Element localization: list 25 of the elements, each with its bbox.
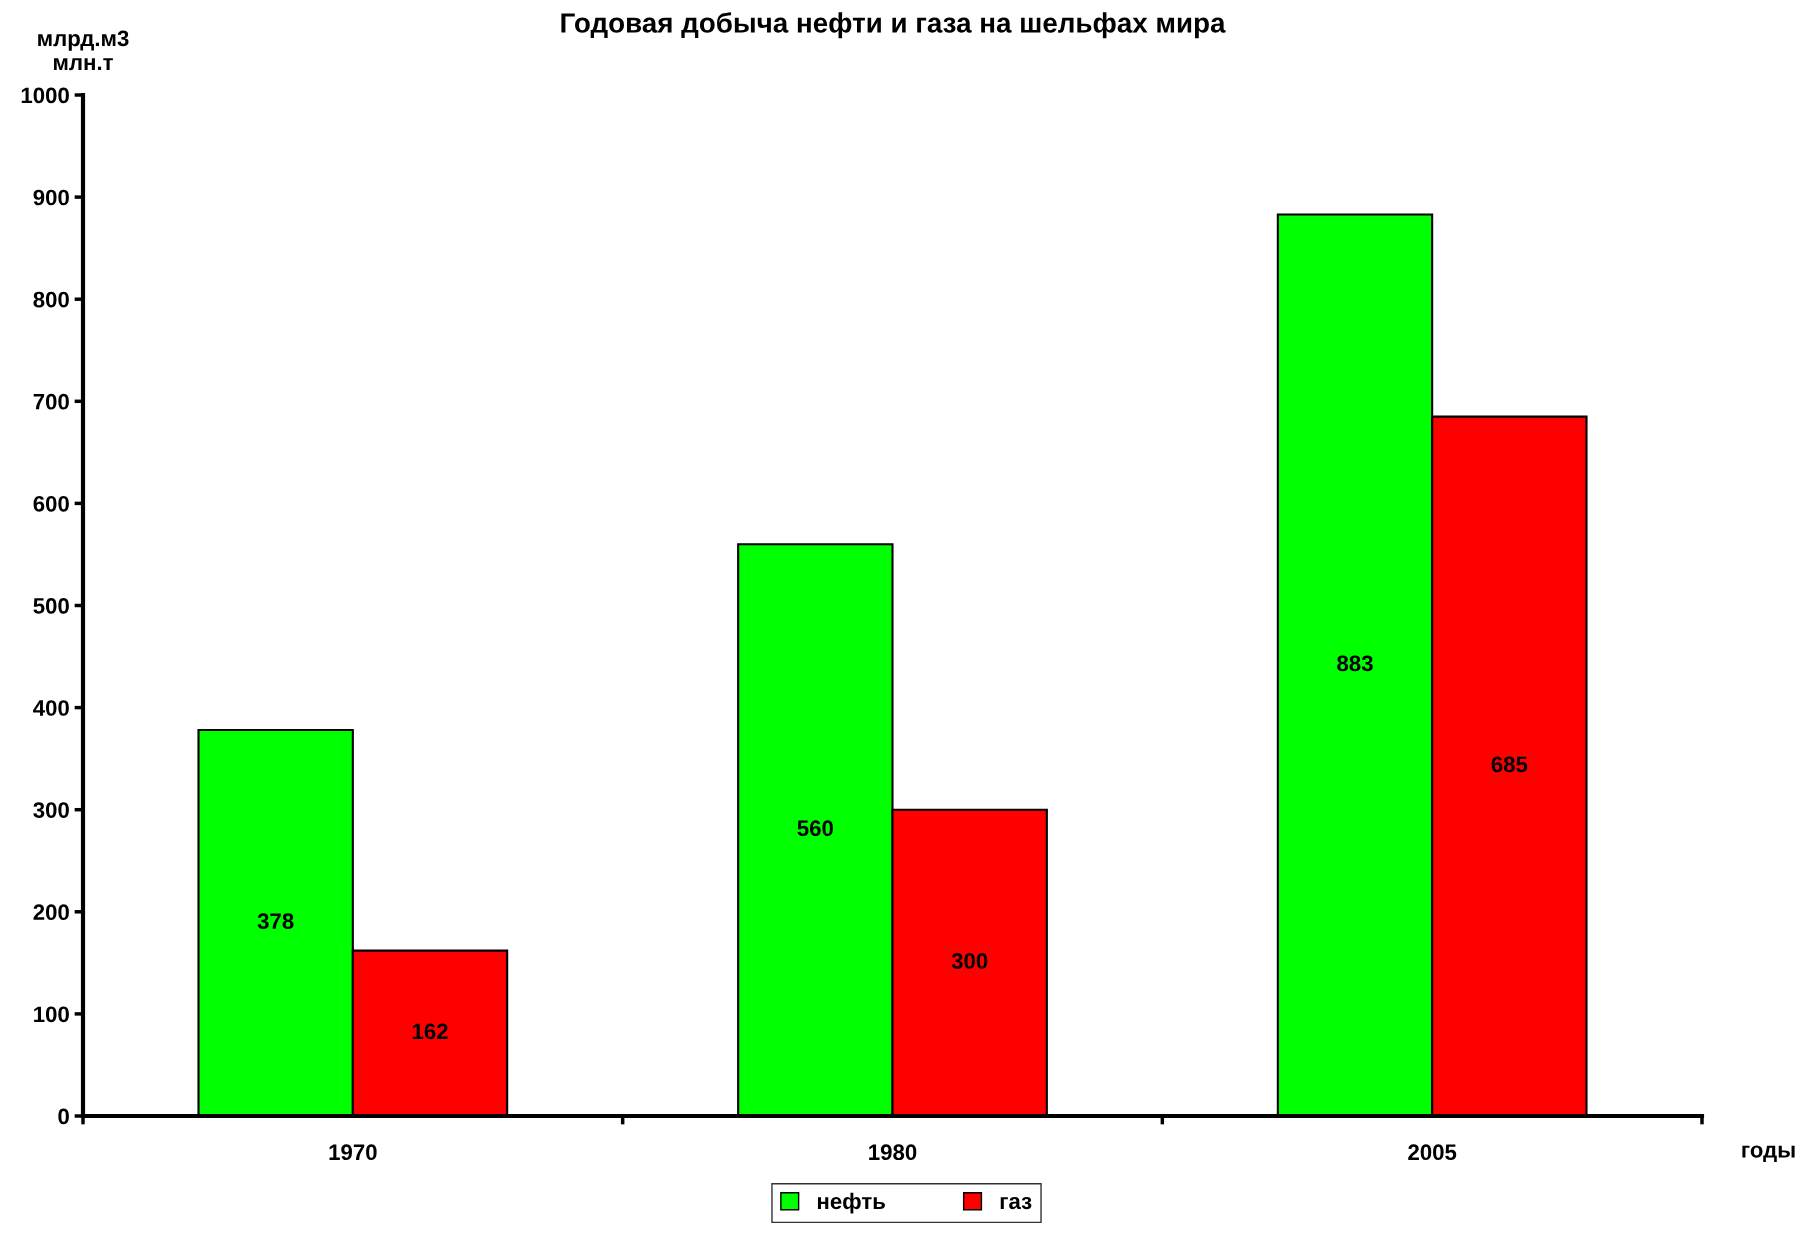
legend-label: газ (1000, 1196, 1032, 1210)
y-tick-label: 900 (33, 189, 69, 206)
data-label: 300 (951, 953, 988, 969)
y-tick-label: 800 (33, 291, 69, 308)
y-tick-label: 200 (33, 904, 69, 921)
y-tick-label: 1000 (21, 87, 69, 104)
data-label: 378 (257, 913, 294, 930)
y-axis-title: млрд.м3 млн.т (38, 30, 129, 71)
y-tick-label: 300 (33, 802, 69, 818)
y-tick-label: 700 (33, 393, 69, 410)
x-axis-title: годы (1742, 1145, 1795, 1162)
y-tick-label: 500 (33, 598, 69, 614)
data-label: 685 (1491, 756, 1528, 773)
y-tick-label: 400 (33, 700, 69, 716)
data-label: 883 (1337, 655, 1373, 672)
data-label: 162 (412, 1023, 448, 1040)
y-tick-label: 600 (33, 495, 69, 512)
chart-title: Годовая добыча нефти и газа на шельфах мира (561, 12, 1226, 39)
x-tick-label: 2005 (1408, 1144, 1457, 1161)
data-label: 560 (797, 820, 833, 837)
x-tick-label: 1980 (869, 1144, 917, 1161)
legend-label: нефть (817, 1192, 885, 1214)
y-tick-label: 0 (58, 1108, 69, 1125)
y-tick-label: 100 (34, 1006, 69, 1023)
x-tick-label: 1970 (329, 1144, 377, 1161)
